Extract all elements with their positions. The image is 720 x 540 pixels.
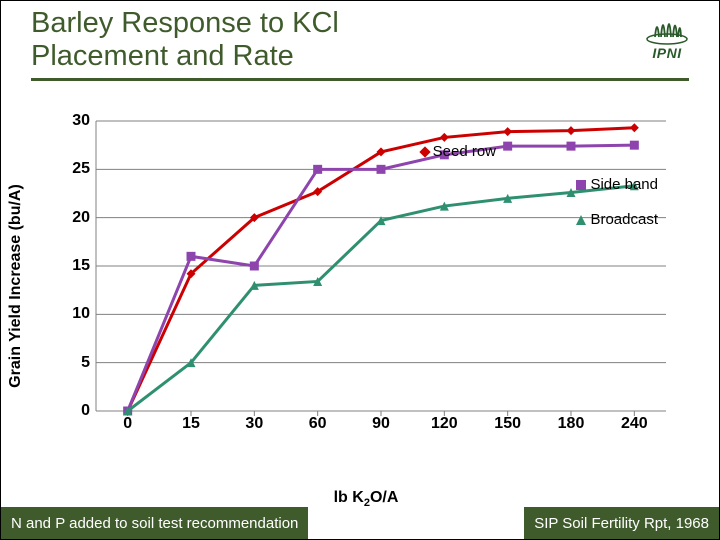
x-axis-label: lb K2O/A xyxy=(334,489,399,509)
x-tick: 240 xyxy=(621,411,648,433)
page-title: Barley Response to KCl Placement and Rat… xyxy=(31,7,339,74)
legend-item: Side band xyxy=(576,176,658,193)
x-tick: 180 xyxy=(558,411,585,433)
title-line1: Barley Response to KCl xyxy=(31,7,339,39)
logo: IPNI xyxy=(645,7,689,61)
y-tick: 10 xyxy=(72,305,96,323)
footer-note-left: N and P added to soil test recommendatio… xyxy=(1,507,308,539)
x-tick: 15 xyxy=(182,411,200,433)
legend-label: Side band xyxy=(590,176,658,193)
chart-svg xyxy=(96,121,666,411)
leaf-icon xyxy=(645,9,689,45)
x-tick: 60 xyxy=(309,411,327,433)
header: Barley Response to KCl Placement and Rat… xyxy=(31,7,689,81)
x-tick: 30 xyxy=(245,411,263,433)
title-line2: Placement and Rate xyxy=(31,40,294,72)
legend-label: Seed row xyxy=(433,143,496,160)
y-tick: 20 xyxy=(72,209,96,227)
y-tick: 5 xyxy=(81,354,96,372)
legend-item: Seed row xyxy=(421,143,496,160)
plot-area: 051015202530 015306090120150180240 Seed … xyxy=(96,121,666,411)
x-tick: 120 xyxy=(431,411,458,433)
x-tick: 150 xyxy=(494,411,521,433)
legend-label: Broadcast xyxy=(590,211,658,228)
y-tick: 15 xyxy=(72,257,96,275)
y-axis-label: Grain Yield Increase (bu/A) xyxy=(7,184,25,388)
footer-note-right: SIP Soil Fertility Rpt, 1968 xyxy=(524,507,719,539)
logo-text: IPNI xyxy=(652,45,681,61)
y-tick: 30 xyxy=(72,112,96,130)
y-tick: 0 xyxy=(81,402,96,420)
legend-item: Broadcast xyxy=(576,211,658,228)
chart: Grain Yield Increase (bu/A) 051015202530… xyxy=(56,111,676,461)
x-tick: 90 xyxy=(372,411,390,433)
x-tick: 0 xyxy=(123,411,132,433)
y-tick: 25 xyxy=(72,160,96,178)
